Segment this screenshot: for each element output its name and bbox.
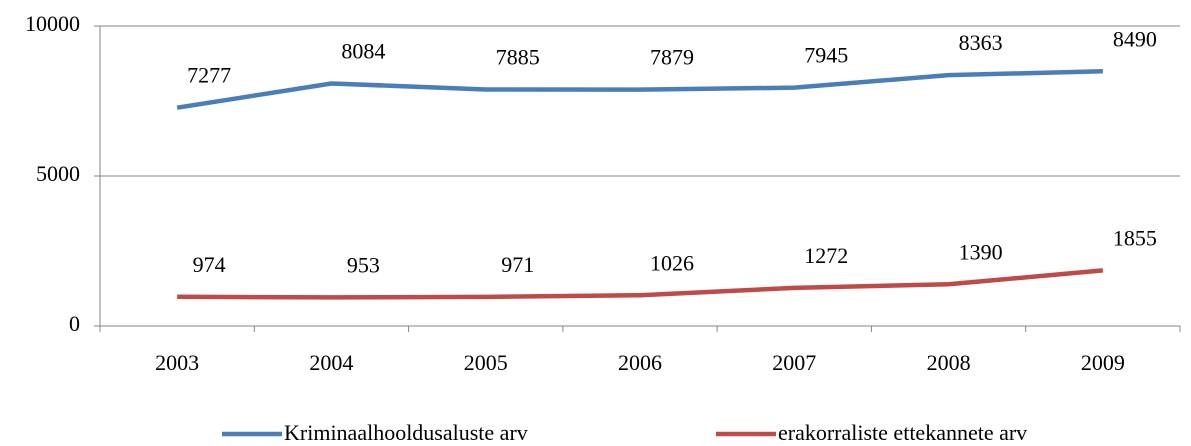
- data-label: 953: [347, 252, 380, 277]
- x-tick-label: 2009: [1081, 350, 1125, 375]
- data-label: 7879: [650, 45, 694, 70]
- data-label: 8363: [959, 30, 1003, 55]
- x-tick-label: 2004: [309, 350, 353, 375]
- data-label: 971: [501, 252, 534, 277]
- x-tick-label: 2006: [618, 350, 662, 375]
- data-label: 8084: [341, 39, 385, 64]
- data-label: 7885: [496, 44, 540, 69]
- y-tick-label: 0: [69, 311, 80, 336]
- data-label: 1390: [959, 239, 1003, 264]
- data-label: 8490: [1113, 26, 1157, 51]
- series-line: [176, 69, 1103, 110]
- legend-label: erakorraliste ettekannete arv: [778, 420, 1027, 445]
- data-label: 1026: [650, 250, 694, 275]
- x-tick-label: 2007: [772, 350, 816, 375]
- data-label: 7277: [187, 63, 231, 88]
- legend-label: Kriminaalhooldusaluste arv: [284, 420, 528, 445]
- x-tick-label: 2005: [464, 350, 508, 375]
- y-tick-label: 10000: [25, 11, 80, 36]
- series-line: [177, 268, 1104, 300]
- data-label: 974: [193, 252, 226, 277]
- x-tick-label: 2003: [155, 350, 199, 375]
- data-label: 1272: [804, 243, 848, 268]
- data-label: 1855: [1113, 225, 1157, 250]
- y-tick-label: 5000: [36, 161, 80, 186]
- data-label: 7945: [804, 43, 848, 68]
- x-tick-label: 2008: [927, 350, 971, 375]
